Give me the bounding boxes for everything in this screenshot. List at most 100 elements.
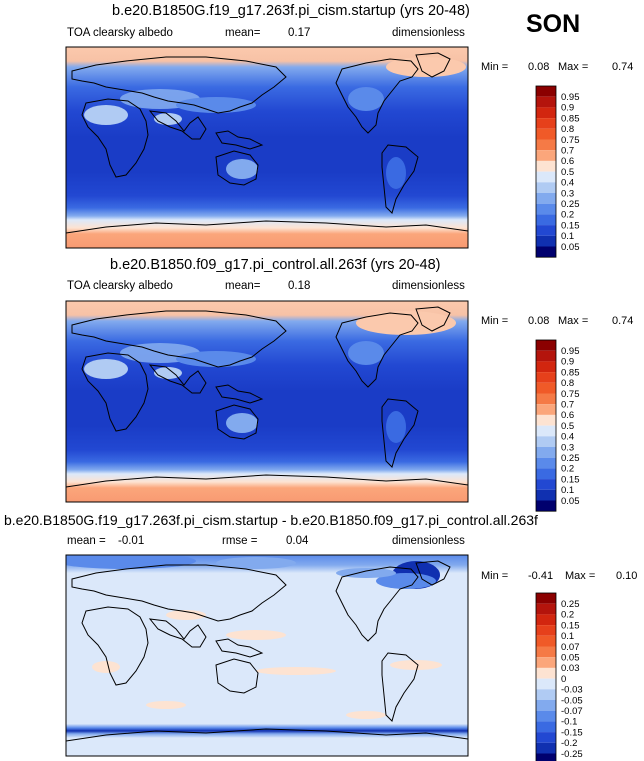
colorbar-3-swatch xyxy=(536,635,556,647)
panel-2-min-value: 0.08 xyxy=(528,315,550,327)
colorbar-1-tick-label: 0.9 xyxy=(561,103,574,114)
panel-2-mean-label: mean= xyxy=(225,280,261,292)
colorbar-2-tick-label: 0.5 xyxy=(561,421,574,432)
panel-2-title: b.e20.B1850.f09_g17.pi_control.all.263f … xyxy=(110,257,441,273)
map-3-frame xyxy=(65,554,469,757)
colorbar-1-tick-label: 0.85 xyxy=(561,113,580,124)
colorbar-2-tick-label: 0.7 xyxy=(561,400,574,411)
colorbar-3-tick-label: 0.1 xyxy=(561,631,574,642)
colorbar-1-swatch xyxy=(536,225,556,236)
colorbar-3-swatch xyxy=(536,678,556,690)
panel-3-title: b.e20.B1850G.f19_g17.263f.pi_cism.startu… xyxy=(4,512,538,528)
colorbar-1-swatch xyxy=(536,235,556,247)
colorbar-3-swatch xyxy=(536,646,556,658)
colorbar-1-swatch xyxy=(536,128,556,140)
colorbar-3-tick-label: -0.03 xyxy=(561,685,583,696)
colorbar-1-swatch xyxy=(536,139,556,151)
panel-3-mean-value: -0.01 xyxy=(118,535,145,547)
panel-3-rmse-value: 0.04 xyxy=(286,535,309,547)
colorbar-1-swatch xyxy=(536,203,556,215)
colorbar-2-swatch xyxy=(536,382,556,394)
colorbar-2-tick-label: 0.75 xyxy=(561,389,580,400)
colorbar-2-swatch xyxy=(536,340,556,351)
colorbar-1-swatch xyxy=(536,150,556,161)
colorbar-2-swatch xyxy=(536,414,556,426)
panel-1-min-value: 0.08 xyxy=(528,61,550,73)
colorbar-1-tick-label: 0.8 xyxy=(561,124,574,135)
panel-1-mean-label: mean= xyxy=(225,27,261,39)
colorbar-3-swatch xyxy=(536,625,556,636)
colorbar-1-tick-label: 0.3 xyxy=(561,188,574,199)
panel-1-max-value: 0.74 xyxy=(612,61,634,73)
colorbar-3-swatch xyxy=(536,700,556,711)
colorbar-1-tick-label: 0.2 xyxy=(561,210,574,221)
colorbar-3-swatch xyxy=(536,689,556,700)
colorbar-2-swatch xyxy=(536,447,556,458)
colorbar-2-tick-label: 0.85 xyxy=(561,367,580,378)
colorbar-3-swatch xyxy=(536,593,556,604)
panel-2-variable: TOA clearsky albedo xyxy=(67,280,173,292)
colorbar-3-tick-label: 0.15 xyxy=(561,620,580,631)
panel-3-max-label: Max = xyxy=(565,570,596,582)
colorbar-2-swatch xyxy=(536,425,556,437)
colorbar-2: 0.950.90.850.80.750.70.60.50.40.30.250.2… xyxy=(535,339,580,512)
colorbar-2-tick-label: 0.1 xyxy=(561,485,574,496)
map-panel-1 xyxy=(65,46,469,249)
panel-1-max-label: Max = xyxy=(558,61,589,73)
colorbar-2-tick-label: 0.9 xyxy=(561,357,574,368)
map-1-land-features xyxy=(84,57,466,189)
colorbar-1-swatch xyxy=(536,171,556,183)
panel-1-min-label: Min = xyxy=(481,61,509,73)
colorbar-1-tick-label: 0.15 xyxy=(561,220,580,231)
panel-2-units: dimensionless xyxy=(392,280,465,292)
colorbar-3-tick-label: -0.05 xyxy=(561,695,583,706)
colorbar-2-swatch xyxy=(536,468,556,480)
colorbars: 0.950.90.850.80.750.70.60.50.40.30.250.2… xyxy=(535,85,583,761)
panel-2-max-label: Max = xyxy=(558,315,589,327)
colorbar-1-tick-label: 0.05 xyxy=(561,242,580,253)
colorbar-3-swatch xyxy=(536,742,556,754)
colorbar-2-tick-label: 0.8 xyxy=(561,378,574,389)
colorbar-3-swatch xyxy=(536,710,556,722)
colorbar-3-swatch xyxy=(536,614,556,626)
colorbar-2-swatch xyxy=(536,489,556,501)
colorbar-1-frame xyxy=(535,85,557,258)
colorbar-2-swatch xyxy=(536,350,556,362)
colorbar-2-swatch xyxy=(536,457,556,469)
colorbar-2-swatch xyxy=(536,361,556,373)
colorbar-1-swatch xyxy=(536,107,556,119)
colorbar-2-tick-label: 0.4 xyxy=(561,432,574,443)
colorbar-2-tick-label: 0.3 xyxy=(561,442,574,453)
panel-1-variable: TOA clearsky albedo xyxy=(67,27,173,39)
colorbar-1-tick-label: 0.5 xyxy=(561,167,574,178)
colorbar-3-swatch xyxy=(536,732,556,743)
colorbar-3-tick-label: -0.2 xyxy=(561,738,577,749)
colorbar-2-swatch xyxy=(536,500,556,512)
colorbar-3-tick-label: -0.07 xyxy=(561,706,583,717)
colorbar-3-tick-label: 0.03 xyxy=(561,663,580,674)
colorbar-2-frame xyxy=(535,339,557,512)
colorbar-1-swatch xyxy=(536,182,556,193)
colorbar-3-swatch xyxy=(536,721,556,733)
colorbar-1-swatch xyxy=(536,160,556,172)
map-2-frame xyxy=(65,300,469,503)
colorbar-1-swatch xyxy=(536,118,556,129)
colorbar-3: 0.250.20.150.10.070.050.030-0.03-0.05-0.… xyxy=(535,592,583,761)
map-panel-2 xyxy=(65,300,469,503)
panel-2-min-label: Min = xyxy=(481,315,509,327)
panel-3-units: dimensionless xyxy=(392,535,465,547)
colorbar-2-tick-label: 0.25 xyxy=(561,453,580,464)
colorbar-3-tick-label: -0.1 xyxy=(561,717,577,728)
colorbar-1-tick-label: 0.7 xyxy=(561,146,574,157)
colorbar-3-swatch xyxy=(536,603,556,615)
colorbar-3-tick-label: 0.2 xyxy=(561,610,574,621)
colorbar-1-swatch xyxy=(536,96,556,108)
colorbar-2-swatch xyxy=(536,404,556,415)
panel-2-mean-value: 0.18 xyxy=(288,280,311,292)
panel-1-title: b.e20.B1850G.f19_g17.263f.pi_cism.startu… xyxy=(112,3,470,19)
colorbar-3-tick-label: 0.25 xyxy=(561,599,580,610)
colorbar-1-tick-label: 0.1 xyxy=(561,231,574,242)
panel-3-min-label: Min = xyxy=(481,570,509,582)
map-1-frame xyxy=(65,46,469,249)
